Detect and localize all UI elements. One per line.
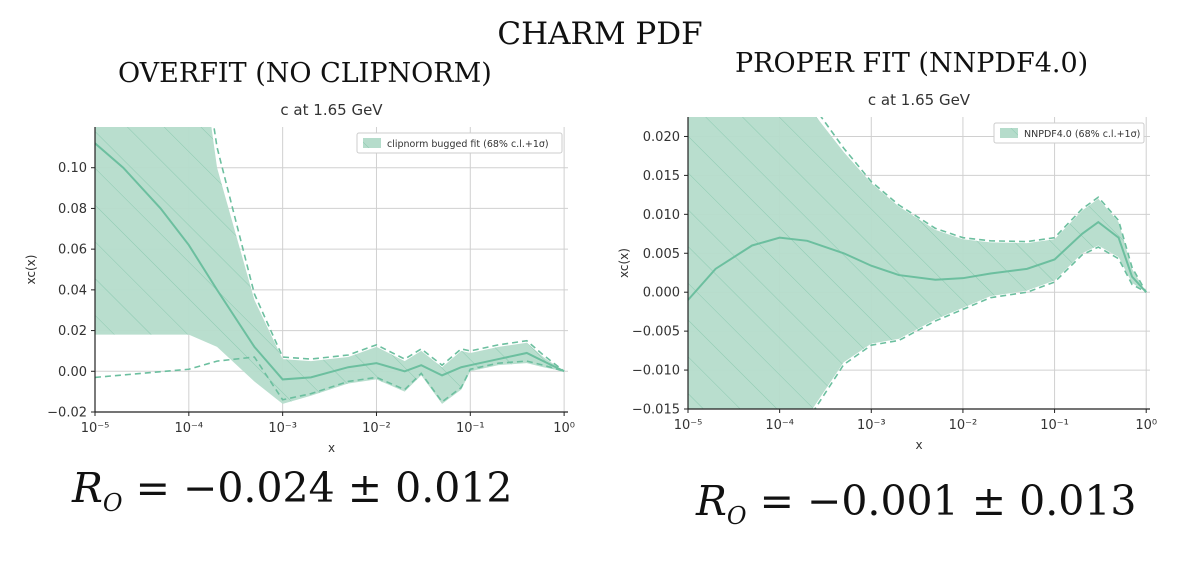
right-ro-symbol: R bbox=[696, 477, 727, 525]
legend-label: clipnorm bugged fit (68% c.l.+1σ) bbox=[387, 139, 549, 150]
x-tick-label: 10⁻⁴ bbox=[175, 421, 204, 436]
y-axis-label: xc(x) bbox=[24, 255, 38, 285]
x-axis-label: x bbox=[328, 441, 335, 455]
x-tick-label: 10⁻⁴ bbox=[765, 418, 794, 433]
right-ro-expression: = −0.001 ± 0.013 bbox=[759, 477, 1137, 525]
y-tick-label: 0.00 bbox=[58, 365, 87, 380]
central-value-line bbox=[688, 220, 1147, 301]
x-tick-label: 10⁰ bbox=[1135, 418, 1157, 433]
y-tick-label: 0.08 bbox=[58, 202, 87, 217]
x-tick-label: 10⁻⁵ bbox=[81, 421, 110, 436]
right-ro-subscript: O bbox=[726, 502, 747, 530]
x-tick-label: 10⁻² bbox=[362, 421, 391, 436]
left-ro-expression: = −0.024 ± 0.012 bbox=[135, 464, 513, 512]
central-value-line bbox=[95, 142, 565, 381]
right-panel-heading: PROPER FIT (NNPDF4.0) bbox=[735, 48, 1089, 79]
left-ro-symbol: R bbox=[72, 464, 103, 512]
plot-area bbox=[688, 117, 1147, 409]
plot-area bbox=[95, 127, 565, 404]
x-tick-label: 10⁻⁵ bbox=[674, 418, 703, 433]
uncertainty-band-hatch bbox=[688, 117, 1147, 409]
y-tick-label: 0.000 bbox=[643, 286, 680, 301]
uncertainty-band-hatch bbox=[95, 127, 565, 404]
figure-title: CHARM PDF bbox=[497, 16, 703, 52]
chart-title: c at 1.65 GeV bbox=[868, 91, 971, 109]
legend-swatch-hatch bbox=[363, 138, 381, 148]
x-tick-label: 10⁻¹ bbox=[456, 421, 485, 436]
y-tick-label: 0.04 bbox=[58, 283, 87, 298]
cl-upper-dashed-line bbox=[820, 117, 1147, 293]
legend-swatch-hatch bbox=[1000, 128, 1018, 138]
x-tick-label: 10⁻³ bbox=[857, 418, 886, 433]
y-tick-label: 0.010 bbox=[643, 208, 680, 223]
y-tick-label: 0.02 bbox=[58, 324, 87, 339]
left-ro-subscript: O bbox=[102, 489, 123, 517]
y-tick-label: 0.10 bbox=[58, 161, 87, 176]
y-tick-label: −0.010 bbox=[632, 364, 680, 379]
cl-lower-dashed-line bbox=[95, 356, 565, 403]
legend-box bbox=[356, 132, 563, 154]
x-tick-label: 10⁻² bbox=[949, 418, 978, 433]
legend-box bbox=[993, 122, 1145, 144]
x-tick-label: 10⁻¹ bbox=[1040, 418, 1069, 433]
x-tick-label: 10⁰ bbox=[553, 421, 575, 436]
y-tick-label: 0.020 bbox=[643, 130, 680, 145]
y-tick-label: −0.02 bbox=[47, 406, 87, 421]
left-ro-result: RO = −0.024 ± 0.012 bbox=[72, 464, 513, 517]
y-tick-label: −0.015 bbox=[632, 403, 680, 418]
y-tick-label: 0.06 bbox=[58, 243, 87, 258]
cl-lower-dashed-line bbox=[813, 246, 1147, 409]
left-panel-heading: OVERFIT (NO CLIPNORM) bbox=[118, 58, 492, 89]
legend-label: NNPDF4.0 (68% c.l.+1σ) bbox=[1024, 129, 1140, 140]
y-tick-label: −0.005 bbox=[632, 325, 680, 340]
x-tick-label: 10⁻³ bbox=[268, 421, 297, 436]
x-axis-label: x bbox=[915, 438, 922, 452]
y-tick-label: 0.015 bbox=[643, 169, 680, 184]
cl-upper-dashed-line bbox=[213, 127, 565, 372]
y-tick-label: 0.005 bbox=[643, 247, 680, 262]
y-axis-label: xc(x) bbox=[617, 248, 631, 278]
chart-title: c at 1.65 GeV bbox=[280, 101, 383, 119]
right-ro-result: RO = −0.001 ± 0.013 bbox=[696, 477, 1137, 530]
